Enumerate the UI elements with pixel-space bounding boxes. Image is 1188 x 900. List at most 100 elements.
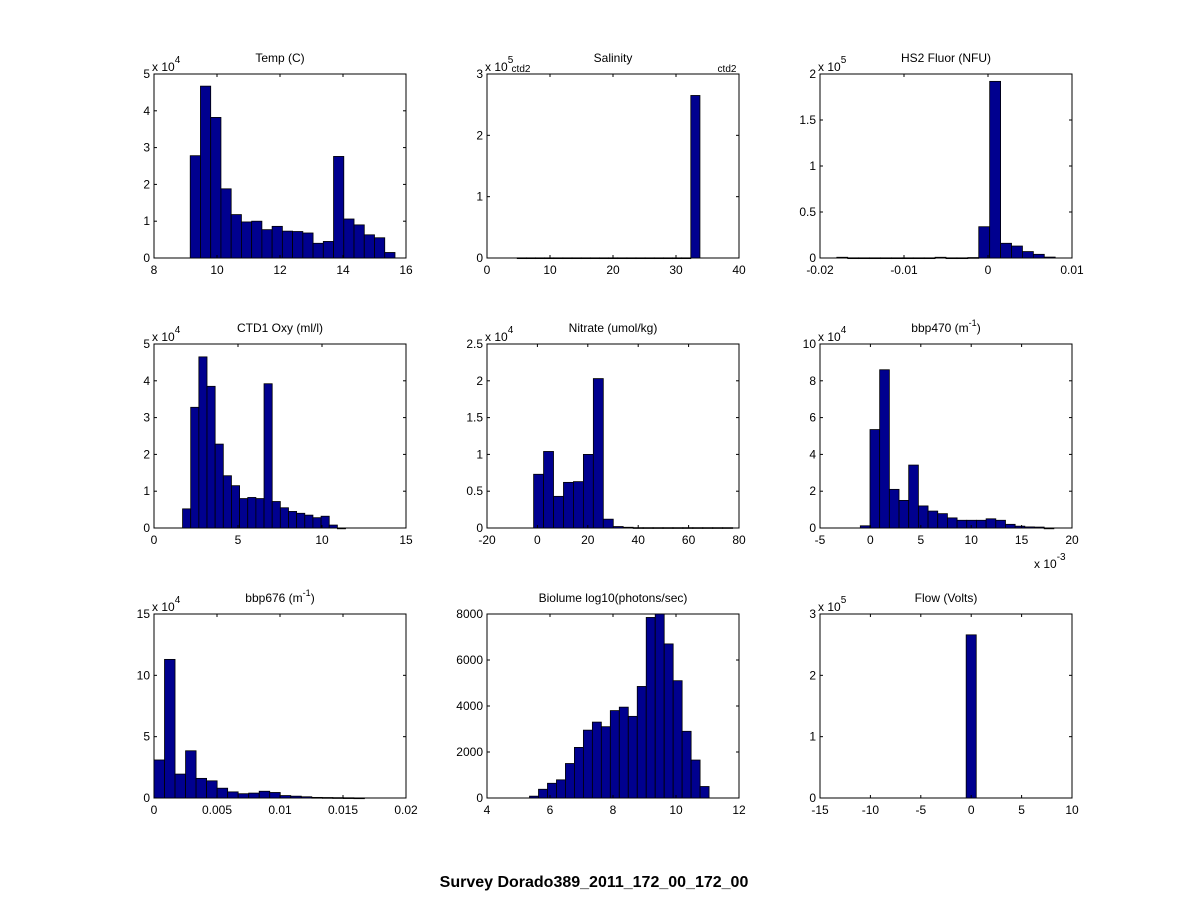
x-tick-label: 10	[965, 533, 979, 547]
histogram-bar	[573, 481, 584, 529]
y-tick-label: 2	[476, 128, 483, 142]
x-tick-label: 10	[543, 263, 557, 277]
histogram-bar	[618, 706, 629, 799]
y-tick-label: 3	[143, 411, 150, 425]
y-tick-label: 2.5	[466, 337, 483, 351]
histogram-bar	[288, 511, 298, 529]
x-tick-label: -0.01	[890, 263, 918, 277]
histogram-bar	[328, 524, 338, 529]
histogram-bar	[1032, 253, 1045, 259]
histogram-bar	[189, 155, 201, 259]
histogram-bar	[562, 257, 573, 260]
histogram-bar	[322, 241, 334, 259]
histogram-bar	[702, 527, 714, 529]
y-tick-label: 5	[143, 730, 150, 744]
histogram-bar	[592, 378, 604, 529]
histogram-bar	[965, 634, 977, 799]
y-tick-label: 5	[143, 67, 150, 81]
x-tick-label: -20	[478, 533, 496, 547]
x-tick-label: 40	[632, 533, 646, 547]
y-tick-label: 4	[143, 104, 150, 118]
y-tick-label: 2	[476, 374, 483, 388]
histogram-bar	[300, 796, 313, 799]
y-tick-label: 10	[137, 668, 151, 682]
y-tick-label: 1.5	[799, 113, 816, 127]
histogram-bar	[374, 237, 386, 259]
histogram-bar	[320, 515, 330, 529]
y-tick-label: 3	[809, 607, 816, 621]
histogram-bar	[563, 481, 574, 529]
histogram-bar	[681, 257, 692, 260]
histogram-bar	[858, 257, 870, 260]
histogram-bar	[582, 729, 593, 799]
histogram-bar	[279, 507, 289, 529]
histogram-bar	[269, 792, 281, 799]
plot-area	[819, 73, 1073, 259]
y-exponent-label: x 104	[152, 325, 181, 344]
x-tick-label: -5	[915, 803, 926, 817]
x-tick-label: 5	[917, 533, 924, 547]
histogram-bar	[312, 242, 324, 259]
histogram-bar	[195, 777, 208, 799]
histogram-bar	[627, 715, 638, 799]
histogram-bar	[529, 795, 539, 799]
x-tick-label: 0	[968, 803, 975, 817]
histogram-bar	[934, 256, 947, 259]
histogram-bar	[663, 257, 673, 260]
subplot-title: Temp (C)	[255, 51, 304, 65]
subplot-title: bbp676 (m-1)	[245, 588, 314, 605]
histogram-bar	[644, 257, 655, 260]
y-tick-label: 0.5	[799, 205, 816, 219]
y-tick-label: 8	[809, 374, 816, 388]
histogram-bar	[908, 464, 919, 529]
histogram-bar	[198, 356, 208, 529]
y-tick-label: 1	[476, 190, 483, 204]
histogram-bar	[312, 517, 322, 529]
histogram-bar	[556, 779, 566, 799]
x-tick-label: 12	[273, 263, 287, 277]
histogram-bar	[343, 218, 355, 259]
histogram-bar	[261, 229, 273, 259]
histogram-bar	[538, 788, 548, 799]
histogram-bar	[332, 797, 344, 799]
annotation-label: ctd2	[512, 64, 531, 75]
histogram-bar	[642, 527, 654, 529]
histogram-bar	[1043, 527, 1055, 530]
y-tick-label: 0	[143, 791, 150, 805]
y-tick-label: 5	[143, 337, 150, 351]
histogram-bar	[602, 518, 614, 529]
histogram-bar	[672, 680, 683, 799]
x-tick-label: 0.005	[202, 803, 232, 817]
subplot-title: CTD1 Oxy (ml/l)	[237, 321, 323, 335]
y-tick-label: 6	[809, 411, 816, 425]
y-exponent-label: x 105	[818, 595, 847, 614]
plot-area	[486, 343, 740, 529]
y-tick-label: 0	[143, 521, 150, 535]
histogram-bar	[976, 519, 987, 529]
histogram-bar	[599, 257, 609, 260]
histogram-bar	[589, 257, 600, 260]
histogram-bar	[1024, 526, 1035, 529]
x-tick-label: 6	[547, 803, 554, 817]
histogram-bar	[342, 797, 355, 799]
y-tick-label: 0	[143, 251, 150, 265]
histogram-bar	[917, 505, 929, 529]
x-tick-label: -5	[815, 533, 826, 547]
histogram-bar	[336, 527, 346, 530]
histogram-bar	[292, 231, 304, 259]
histogram-bar	[271, 501, 281, 529]
plot-area	[819, 343, 1073, 529]
histogram-bar	[681, 730, 692, 799]
histogram-bar	[1034, 526, 1045, 529]
y-tick-label: 1	[143, 484, 150, 498]
y-tick-label: 0	[809, 521, 816, 535]
histogram-bar	[636, 686, 647, 799]
histogram-bar	[241, 221, 253, 259]
histogram-bar	[302, 232, 314, 259]
histogram-bar	[1043, 256, 1056, 259]
histogram-bar	[281, 230, 293, 259]
histogram-bar	[258, 790, 271, 799]
histogram-bar	[553, 495, 564, 529]
histogram-bar	[220, 188, 232, 259]
